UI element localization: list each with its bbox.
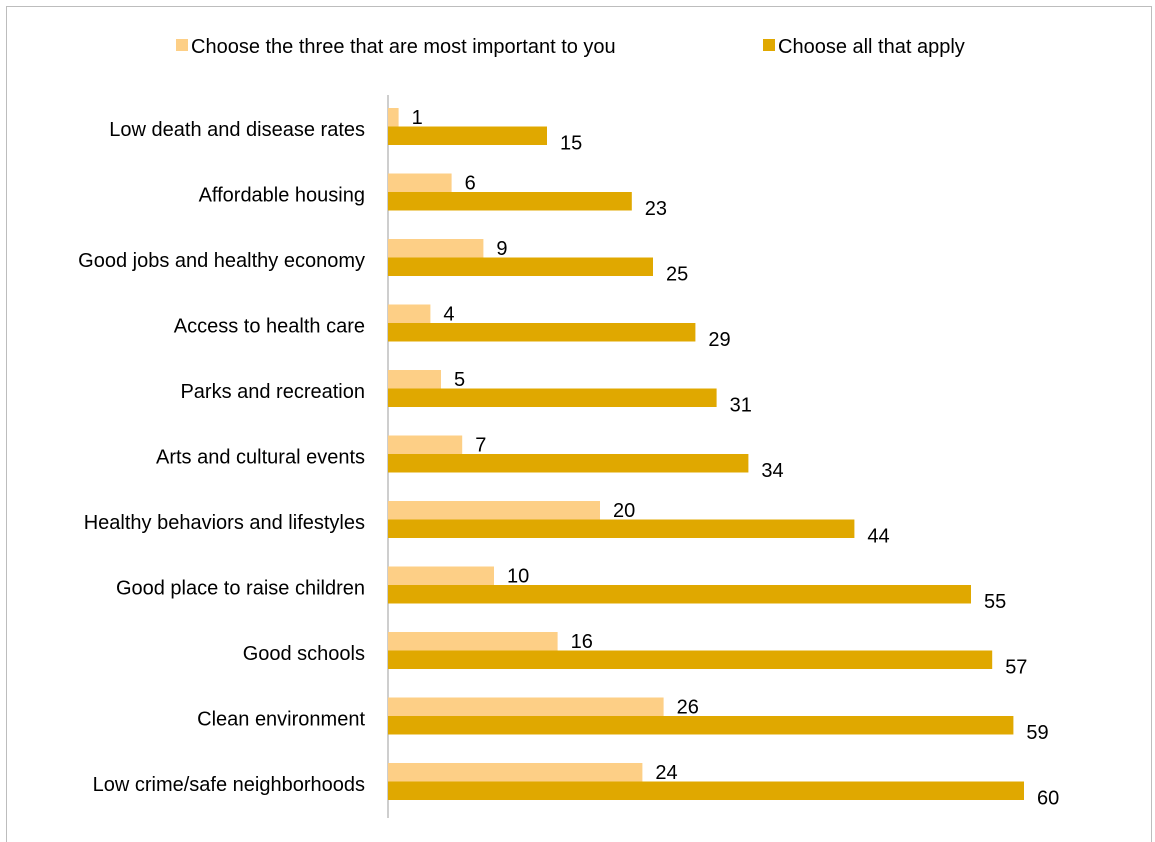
- category-group: Low death and disease rates 1 15: [109, 107, 582, 155]
- category-group: Healthy behaviors and lifestyles 20 44: [84, 500, 890, 548]
- legend: Choose the three that are most important…: [176, 36, 965, 58]
- bar-all-that-apply: [388, 323, 696, 342]
- bar-top-three: [388, 239, 484, 258]
- bar-top-three: [388, 108, 399, 127]
- bar-top-three: [388, 501, 600, 520]
- category-group: Parks and recreation 5 31: [180, 369, 751, 417]
- chart-frame: [6, 6, 1152, 842]
- bar-all-that-apply: [388, 519, 855, 538]
- bar-all-that-apply: [388, 388, 717, 407]
- category-label: Parks and recreation: [180, 381, 365, 403]
- bar-top-three: [388, 566, 494, 585]
- category-group: Arts and cultural events 7 34: [156, 435, 784, 483]
- legend-swatch-series-1: [176, 39, 188, 51]
- category-group: Clean environment 26 59: [197, 697, 1049, 745]
- data-label: 4: [443, 304, 454, 326]
- data-label: 59: [1026, 722, 1048, 744]
- bar-top-three: [388, 697, 664, 716]
- category-group: Good jobs and healthy economy 9 25: [78, 238, 688, 286]
- data-label: 9: [496, 238, 507, 260]
- bar-all-that-apply: [388, 192, 632, 211]
- data-label: 44: [867, 526, 889, 548]
- bar-all-that-apply: [388, 650, 993, 669]
- category-label: Affordable housing: [199, 185, 365, 207]
- data-label: 57: [1005, 657, 1027, 679]
- data-label: 31: [730, 395, 752, 417]
- category-label: Healthy behaviors and lifestyles: [84, 512, 365, 534]
- bar-top-three: [388, 632, 558, 651]
- category-group: Affordable housing 6 23: [199, 173, 667, 221]
- category-label: Clean environment: [197, 709, 365, 731]
- bar-top-three: [388, 173, 452, 192]
- bar-all-that-apply: [388, 781, 1024, 800]
- category-group: Low crime/safe neighborhoods 24 60: [93, 762, 1060, 810]
- category-label: Good place to raise children: [116, 578, 365, 600]
- category-label: Low death and disease rates: [109, 119, 365, 141]
- data-label: 10: [507, 566, 529, 588]
- category-label: Arts and cultural events: [156, 447, 365, 469]
- bar-all-that-apply: [388, 585, 971, 604]
- data-label: 34: [761, 460, 783, 482]
- data-label: 5: [454, 369, 465, 391]
- data-label: 55: [984, 591, 1006, 613]
- data-label: 1: [412, 107, 423, 129]
- data-label: 23: [645, 198, 667, 220]
- bar-top-three: [388, 304, 431, 323]
- bar-all-that-apply: [388, 716, 1014, 735]
- data-label: 15: [560, 133, 582, 155]
- category-label: Access to health care: [174, 316, 365, 338]
- data-label: 7: [475, 435, 486, 457]
- bar-top-three: [388, 370, 441, 389]
- category-label: Good jobs and healthy economy: [78, 250, 365, 272]
- data-label: 16: [571, 631, 593, 653]
- data-label: 26: [677, 697, 699, 719]
- category-group: Good place to raise children 10 55: [116, 566, 1006, 614]
- legend-label-series-2: Choose all that apply: [778, 36, 965, 58]
- data-label: 24: [655, 762, 677, 784]
- data-label: 20: [613, 500, 635, 522]
- data-label: 6: [465, 173, 476, 195]
- category-label: Good schools: [243, 643, 365, 665]
- bar-all-that-apply: [388, 257, 653, 276]
- legend-label-series-1: Choose the three that are most important…: [191, 36, 616, 58]
- bar-top-three: [388, 435, 463, 454]
- bar-top-three: [388, 763, 643, 782]
- bar-all-that-apply: [388, 126, 547, 145]
- plot-area: Low death and disease rates 1 15 Affordable…: [78, 107, 1059, 810]
- bar-all-that-apply: [388, 454, 749, 473]
- data-label: 25: [666, 264, 688, 286]
- category-group: Good schools 16 57: [243, 631, 1028, 679]
- data-label: 29: [708, 329, 730, 351]
- legend-swatch-series-2: [763, 39, 775, 51]
- data-label: 60: [1037, 788, 1059, 810]
- category-group: Access to health care 4 29: [174, 304, 731, 352]
- category-label: Low crime/safe neighborhoods: [93, 774, 365, 796]
